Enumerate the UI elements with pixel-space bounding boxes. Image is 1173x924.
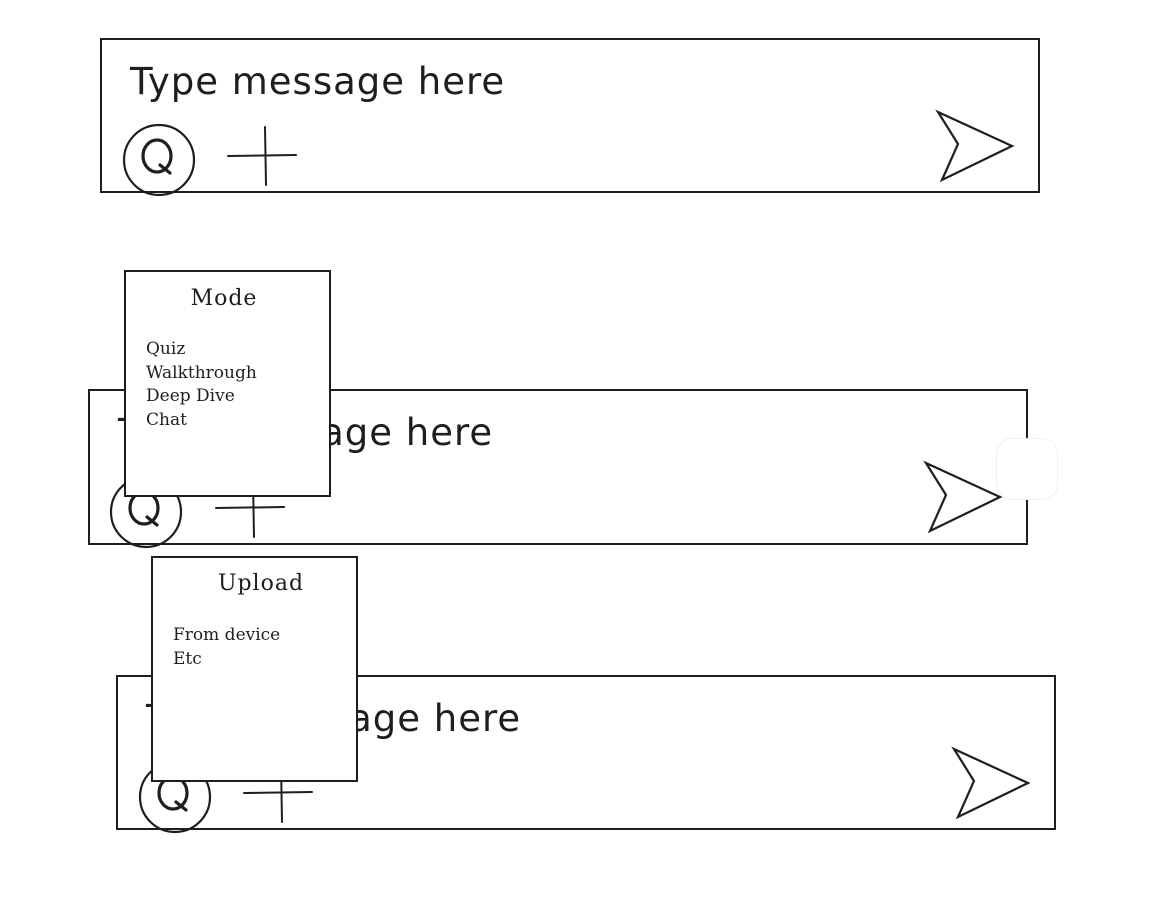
upload-option-from-device[interactable]: From device <box>173 625 281 645</box>
mode-option-chat[interactable]: Chat <box>146 409 187 430</box>
faint-placeholder-box <box>996 438 1058 500</box>
upload-menu-list: From device Etc <box>173 624 280 671</box>
upload-menu-title: Upload <box>217 571 305 596</box>
q-circle-icon[interactable] <box>122 123 198 199</box>
message-input-top[interactable]: Type message here <box>130 60 506 103</box>
mode-menu-list: Quiz Walkthrough Deep Dive Chat <box>146 338 257 432</box>
mode-option-deep-dive[interactable]: Deep Dive <box>146 386 235 406</box>
composer-top: Type message here <box>100 38 1040 197</box>
plus-icon[interactable] <box>226 125 300 189</box>
mode-menu-title: Mode <box>190 286 258 311</box>
send-arrow-icon[interactable] <box>934 109 1016 183</box>
mode-menu: Mode Quiz Walkthrough Deep Dive Chat <box>124 270 331 497</box>
upload-menu: Upload From device Etc <box>151 556 358 782</box>
upload-option-etc[interactable]: Etc <box>173 648 202 669</box>
send-arrow-icon[interactable] <box>922 460 1004 534</box>
mode-option-quiz[interactable]: Quiz <box>146 339 186 359</box>
mode-option-walkthrough[interactable]: Walkthrough <box>146 362 257 383</box>
send-arrow-icon[interactable] <box>950 746 1032 820</box>
